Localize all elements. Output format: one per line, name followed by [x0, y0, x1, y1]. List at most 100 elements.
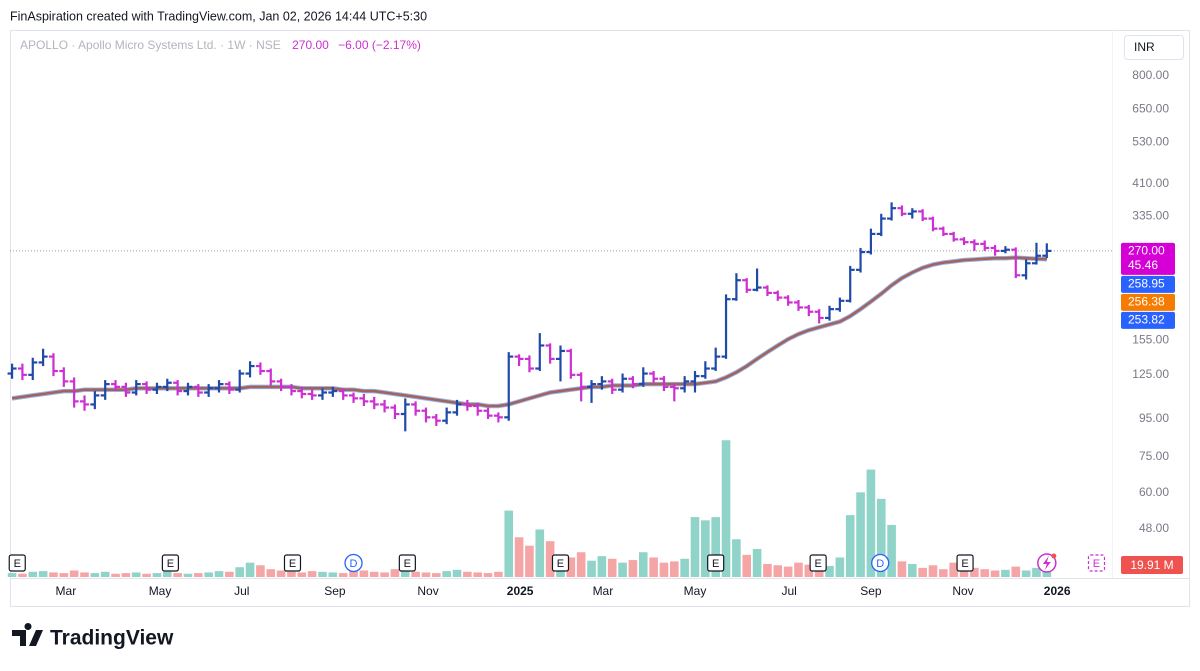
volume-bar [121, 573, 131, 577]
logo-mark [12, 623, 43, 646]
event-label: E [961, 558, 968, 570]
volume-bar [432, 573, 441, 577]
currency-button[interactable] [1124, 35, 1184, 60]
x-tick-label: May [684, 584, 707, 598]
price-label-sub: 45.46 [1128, 258, 1158, 272]
volume-bar [214, 571, 224, 577]
y-tick-label: 800.00 [1132, 68, 1169, 82]
volume-bar [90, 573, 100, 577]
volume-bar [980, 569, 990, 577]
volume-bar [680, 558, 689, 577]
x-tick-label: Nov [952, 584, 973, 598]
volume-bar [235, 567, 245, 577]
event-label: E [167, 558, 174, 570]
footer-text: TradingView [50, 627, 174, 650]
legend: APOLLO · Apollo Micro Systems Ltd. · 1W … [20, 38, 421, 52]
y-tick-label: 410.00 [1132, 176, 1169, 190]
volume-bar [732, 539, 741, 577]
volume-bar [349, 571, 358, 577]
volume-bar [1001, 569, 1010, 577]
realtime-bolt [1042, 556, 1051, 570]
volume-bar [421, 572, 431, 577]
volume-bar [949, 562, 958, 577]
y-tick-label: 48.00 [1139, 521, 1169, 535]
earnings-marker [8, 554, 26, 572]
moving-average [11, 256, 1047, 408]
volume-bar [607, 558, 617, 577]
y-tick-label: 60.00 [1139, 485, 1169, 499]
volume-bar [318, 571, 327, 577]
earnings-marker [283, 554, 302, 572]
chart-frame [10, 30, 1190, 607]
earnings-marker [551, 554, 570, 572]
event-label: E [814, 558, 821, 570]
event-label: E [712, 558, 719, 570]
volume-bar [380, 572, 389, 577]
volume-bar [970, 567, 979, 577]
currency: INR [1134, 40, 1155, 54]
volume-bar [514, 537, 524, 577]
volume-bar [287, 571, 296, 577]
earnings-marker [1087, 554, 1106, 572]
volume-bar [111, 573, 120, 577]
volume-bar [711, 517, 720, 577]
volume-bar [369, 571, 379, 577]
volume-bar [597, 556, 607, 577]
header: FinAspiration created with TradingView.c… [10, 9, 427, 23]
volume-bar [473, 572, 483, 577]
x-tick-label: Jul [781, 584, 796, 598]
volume-bar [225, 571, 234, 577]
volume-bar [566, 557, 576, 577]
volume-bar [990, 570, 1000, 577]
volume-bar [1021, 570, 1031, 577]
volume-bar [131, 572, 141, 577]
x-tick-label: 2025 [507, 584, 534, 598]
volume-bar [7, 573, 17, 577]
x-tick-label: Sep [324, 584, 346, 598]
y-tick-label: 335.00 [1132, 208, 1169, 222]
y-tick-label: 95.00 [1139, 411, 1169, 425]
x-tick-label: Jul [234, 584, 249, 598]
volume-bar [887, 524, 896, 577]
plot: 800.00 650.00 530.00 410.00 335.00 155.00 125.… [7, 68, 1183, 598]
volume-bar [411, 571, 420, 577]
volume-bar [897, 561, 907, 577]
volume-bar [494, 571, 503, 577]
volume-bar [328, 572, 338, 577]
volume-bar [918, 567, 927, 577]
dividend-marker [871, 553, 890, 573]
legend-last: 270.00 [292, 38, 329, 52]
volume-bar [338, 573, 348, 577]
price-label: 256.38 [1128, 295, 1165, 309]
volume-bar [390, 569, 400, 577]
event-label: E [404, 558, 411, 570]
volume-bar [49, 572, 58, 577]
volume-bar [463, 571, 472, 577]
volume-bar [400, 571, 410, 577]
volume-bar [835, 557, 845, 577]
y-tick-label: 650.00 [1132, 102, 1169, 116]
volume-bar [28, 571, 38, 577]
volume-bar [38, 571, 48, 577]
volume-bar [939, 569, 948, 577]
volume-bar [876, 498, 886, 577]
earnings-marker [809, 554, 827, 572]
volume-bar [18, 573, 27, 577]
x-tick-label: 2026 [1044, 584, 1071, 598]
volume-bar [576, 552, 586, 577]
volume-bar [638, 552, 648, 577]
volume-bar [618, 562, 627, 577]
event-label: D [350, 558, 358, 570]
volume-bar [545, 541, 555, 577]
y-tick-label: 155.00 [1132, 332, 1169, 346]
x-tick-label: Mar [56, 584, 77, 598]
footer-logo: TradingView [12, 623, 174, 650]
event-label: E [14, 558, 21, 570]
volume-bar [276, 570, 286, 577]
volume-bar [959, 567, 969, 577]
volume-bar [359, 570, 369, 577]
volume-bar [266, 569, 276, 577]
volume-bar [297, 572, 307, 577]
price-label-box [1121, 242, 1175, 275]
